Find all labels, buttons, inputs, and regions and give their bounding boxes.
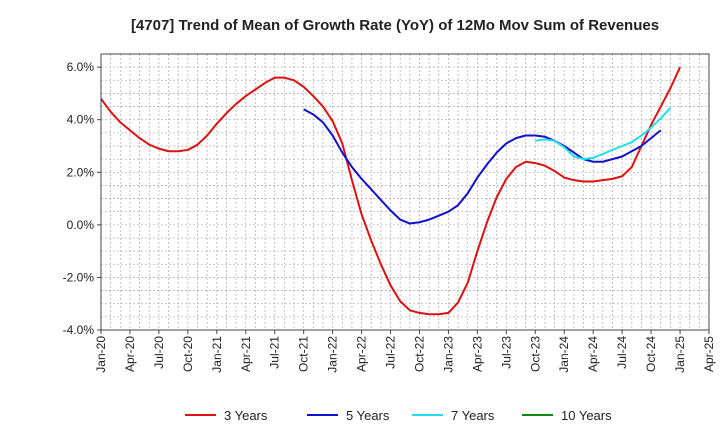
x-tick-label: Jan-24 [557, 336, 571, 373]
x-tick-label: Oct-21 [297, 336, 311, 372]
series-line-7-years [535, 107, 672, 161]
x-tick-label: Jan-25 [673, 336, 687, 373]
x-tick-label: Oct-20 [181, 336, 195, 372]
x-tick-label: Jul-22 [384, 336, 398, 369]
y-tick-label: 4.0% [67, 113, 95, 127]
x-tick-label: Apr-23 [470, 336, 484, 372]
x-tick-label: Jul-20 [152, 336, 166, 369]
legend-label: 7 Years [451, 408, 495, 423]
grid-lines [100, 53, 710, 331]
plot-border [100, 53, 710, 331]
x-tick-label: Jan-22 [326, 336, 340, 373]
series-line-5-years [303, 108, 662, 225]
series-lines [100, 66, 681, 316]
x-tick-label: Jan-20 [94, 336, 108, 373]
y-tick-label: 0.0% [67, 218, 95, 232]
x-tick-label: Jan-21 [210, 336, 224, 373]
x-tick-label: Jul-21 [268, 336, 282, 369]
x-tick-label: Jul-24 [615, 336, 629, 369]
legend-label: 3 Years [224, 408, 268, 423]
x-tick-label: Apr-21 [239, 336, 253, 372]
x-axis: Jan-20 Apr-20 Jul-20 Oct-20 Jan-21 Apr-21 Jul-… [94, 330, 716, 373]
y-axis: -4.0% -2.0% 0.0% 2.0% 4.0% 6.0% [63, 60, 101, 337]
x-tick-label: Apr-25 [702, 336, 716, 372]
x-tick-label: Apr-24 [586, 336, 600, 372]
y-tick-label: 2.0% [67, 165, 95, 179]
x-tick-label: Jul-23 [499, 336, 513, 369]
series-line-3-years [100, 66, 681, 316]
x-tick-label: Oct-23 [528, 336, 542, 372]
x-tick-label: Oct-22 [412, 336, 426, 372]
x-tick-label: Apr-22 [355, 336, 369, 372]
legend-label: 5 Years [346, 408, 390, 423]
y-tick-label: -2.0% [63, 270, 95, 284]
y-tick-label: 6.0% [67, 60, 95, 74]
y-tick-label: -4.0% [63, 323, 95, 337]
legend: 3 Years 5 Years 7 Years 10 Years [185, 408, 612, 423]
x-tick-label: Apr-20 [123, 336, 137, 372]
chart-title: [4707] Trend of Mean of Growth Rate (YoY… [131, 17, 659, 34]
x-tick-label: Jan-23 [441, 336, 455, 373]
legend-label: 10 Years [561, 408, 612, 423]
x-tick-label: Oct-24 [644, 336, 658, 372]
